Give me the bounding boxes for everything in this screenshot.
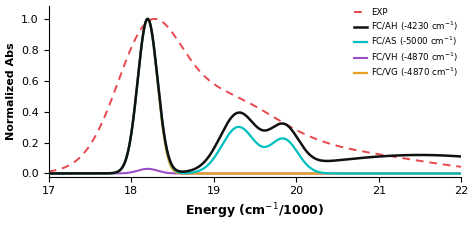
Y-axis label: Normalized Abs: Normalized Abs	[6, 43, 16, 140]
Legend: EXP, FC/AH (-4230 cm$^{-1}$), FC/AS (-5000 cm$^{-1}$), FC/VH (-4870 cm$^{-1}$), : EXP, FC/AH (-4230 cm$^{-1}$), FC/AS (-50…	[351, 6, 461, 82]
X-axis label: Energy (cm$^{-1}$/1000): Energy (cm$^{-1}$/1000)	[185, 202, 325, 222]
